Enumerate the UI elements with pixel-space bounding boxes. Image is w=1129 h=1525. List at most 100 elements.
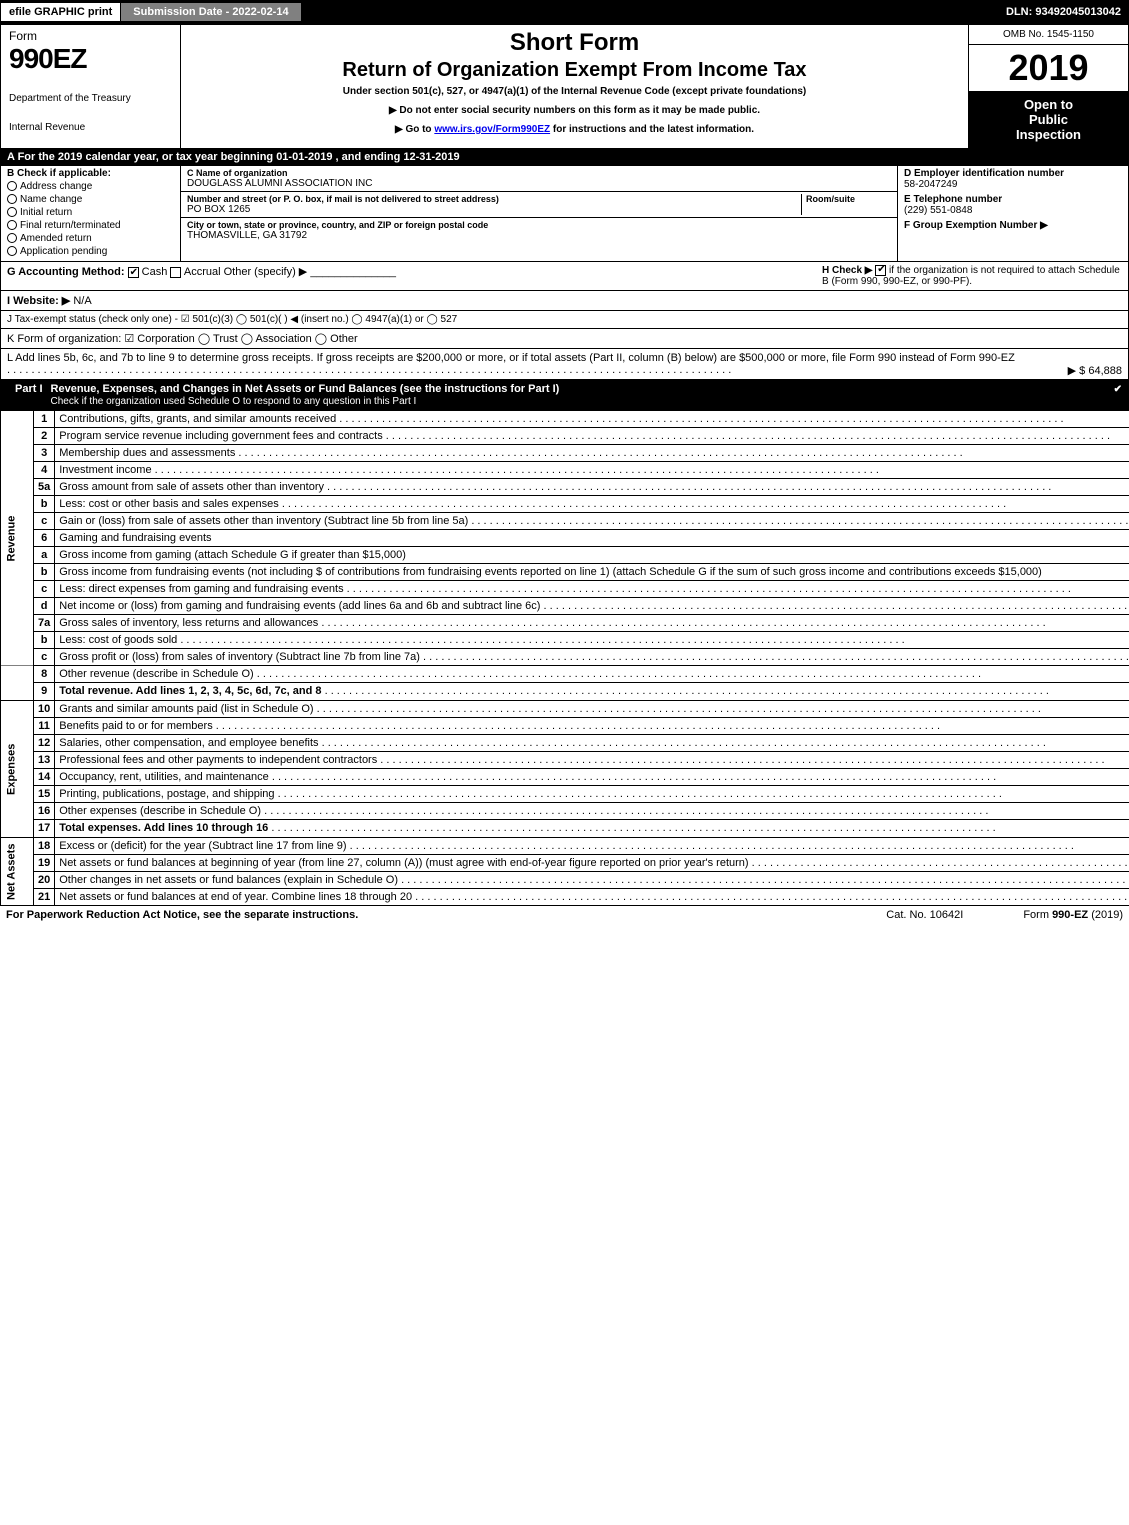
org-name-label: C Name of organization (187, 168, 891, 178)
col-c-org-info: C Name of organization DOUGLASS ALUMNI A… (181, 166, 898, 261)
irs-link[interactable]: www.irs.gov/Form990EZ (434, 124, 550, 135)
other-specify: Other (specify) ▶ (224, 266, 308, 278)
row-6-desc: Gaming and fundraising events (55, 530, 1129, 547)
row-4-desc: Investment income (55, 462, 1129, 479)
header-mid: Short Form Return of Organization Exempt… (181, 25, 968, 148)
h-label: H Check ▶ (822, 265, 872, 276)
chk-accrual[interactable] (170, 267, 181, 278)
row-4-num: 4 (34, 462, 55, 479)
side-expenses: Expenses (1, 701, 34, 838)
submission-date: Submission Date - 2022-02-14 (121, 3, 300, 21)
goto-pre: ▶ Go to (395, 124, 434, 135)
chk-h[interactable] (875, 265, 886, 276)
row-5c-desc: Gain or (loss) from sale of assets other… (55, 513, 1129, 530)
row-7c-num: c (34, 649, 55, 666)
form-header: Form 990EZ Department of the Treasury In… (0, 24, 1129, 149)
return-title: Return of Organization Exempt From Incom… (189, 59, 960, 82)
open-public-inspection: Open to Public Inspection (969, 91, 1128, 148)
g-label: G Accounting Method: (7, 266, 125, 278)
row-6-num: 6 (34, 530, 55, 547)
part-1-table: Revenue 1 Contributions, gifts, grants, … (0, 411, 1129, 906)
dln-label: DLN: 93492045013042 (1006, 6, 1129, 18)
row-5a-num: 5a (34, 479, 55, 496)
form-word: Form (9, 29, 172, 43)
open-line1: Open to (973, 97, 1124, 112)
org-addr-cell: Number and street (or P. O. box, if mail… (181, 192, 897, 218)
part-1-schedule-o-check[interactable] (1106, 383, 1122, 407)
row-13-desc: Professional fees and other payments to … (55, 752, 1129, 769)
chk-application-pending[interactable]: Application pending (7, 246, 174, 257)
paperwork-notice: For Paperwork Reduction Act Notice, see … (6, 909, 358, 921)
row-19-desc: Net assets or fund balances at beginning… (55, 855, 1129, 872)
row-7a-desc: Gross sales of inventory, less returns a… (55, 615, 1129, 632)
addr-label: Number and street (or P. O. box, if mail… (187, 194, 801, 204)
cat-no: Cat. No. 10642I (886, 909, 963, 921)
header-right: OMB No. 1545-1150 2019 Open to Public In… (968, 25, 1128, 148)
room-label: Room/suite (806, 194, 891, 204)
row-12-desc: Salaries, other compensation, and employ… (55, 735, 1129, 752)
row-2-desc: Program service revenue including govern… (55, 428, 1129, 445)
chk-amended-return[interactable]: Amended return (7, 233, 174, 244)
row-6a-desc: Gross income from gaming (attach Schedul… (55, 547, 1129, 564)
row-1-num: 1 (34, 411, 55, 428)
section-i-website: I Website: ▶ N/A (0, 291, 1129, 311)
short-form-title: Short Form (189, 29, 960, 57)
open-line2: Public (973, 112, 1124, 127)
row-5c-num: c (34, 513, 55, 530)
ssn-warning: ▶ Do not enter social security numbers o… (189, 105, 960, 116)
row-13-num: 13 (34, 752, 55, 769)
chk-address-change[interactable]: Address change (7, 181, 174, 192)
part-1-label: Part I (7, 383, 51, 407)
chk-initial-return[interactable]: Initial return (7, 207, 174, 218)
form-ref: Form 990-EZ (2019) (1023, 909, 1123, 921)
row-6b-desc: Gross income from fundraising events (no… (55, 564, 1129, 581)
header-left: Form 990EZ Department of the Treasury In… (1, 25, 181, 148)
row-3-num: 3 (34, 445, 55, 462)
chk-cash[interactable] (128, 267, 139, 278)
row-16-desc: Other expenses (describe in Schedule O) (55, 803, 1129, 820)
row-5a-desc: Gross amount from sale of assets other t… (55, 479, 1129, 496)
row-18-desc: Excess or (deficit) for the year (Subtra… (55, 838, 1129, 855)
col-d-ids: D Employer identification number 58-2047… (898, 166, 1128, 261)
section-h: H Check ▶ if the organization is not req… (822, 265, 1122, 287)
row-17-num: 17 (34, 820, 55, 838)
row-14-num: 14 (34, 769, 55, 786)
row-10-desc: Grants and similar amounts paid (list in… (55, 701, 1129, 718)
chk-name-change[interactable]: Name change (7, 194, 174, 205)
part-1-title: Revenue, Expenses, and Changes in Net As… (51, 383, 1106, 407)
row-7b-desc: Less: cost of goods sold (55, 632, 1129, 649)
city-label: City or town, state or province, country… (187, 220, 891, 230)
goto-line: ▶ Go to www.irs.gov/Form990EZ for instru… (189, 124, 960, 135)
top-bar: efile GRAPHIC print Submission Date - 20… (0, 0, 1129, 24)
ein-label: D Employer identification number (904, 168, 1122, 179)
row-2-num: 2 (34, 428, 55, 445)
org-city-cell: City or town, state or province, country… (181, 218, 897, 243)
ein-value: 58-2047249 (904, 179, 1122, 190)
row-9-num: 9 (34, 683, 55, 701)
row-20-num: 20 (34, 872, 55, 889)
row-6d-desc: Net income or (loss) from gaming and fun… (55, 598, 1129, 615)
org-name-cell: C Name of organization DOUGLASS ALUMNI A… (181, 166, 897, 192)
row-10-num: 10 (34, 701, 55, 718)
row-9-desc: Total revenue. Add lines 1, 2, 3, 4, 5c,… (55, 683, 1129, 701)
tax-year: 2019 (969, 45, 1128, 91)
open-line3: Inspection (973, 127, 1124, 142)
row-7b-num: b (34, 632, 55, 649)
chk-final-return[interactable]: Final return/terminated (7, 220, 174, 231)
row-a-tax-year: A For the 2019 calendar year, or tax yea… (0, 149, 1129, 166)
tel-value: (229) 551-0848 (904, 205, 1122, 216)
line-l-gross-receipts: L Add lines 5b, 6c, and 7b to line 9 to … (0, 349, 1129, 380)
row-8-num: 8 (34, 666, 55, 683)
row-21-num: 21 (34, 889, 55, 906)
efile-print-label[interactable]: efile GRAPHIC print (0, 2, 121, 22)
i-label: I Website: ▶ (7, 295, 70, 307)
form-number: 990EZ (9, 43, 172, 75)
side-net-assets: Net Assets (1, 838, 34, 906)
row-3-desc: Membership dues and assessments (55, 445, 1129, 462)
row-20-desc: Other changes in net assets or fund bala… (55, 872, 1129, 889)
row-6a-num: a (34, 547, 55, 564)
section-g-h: G Accounting Method: Cash Accrual Other … (0, 262, 1129, 291)
org-name: DOUGLASS ALUMNI ASSOCIATION INC (187, 178, 891, 189)
row-6c-num: c (34, 581, 55, 598)
line-k-form-org: K Form of organization: ☑ Corporation ◯ … (0, 329, 1129, 349)
